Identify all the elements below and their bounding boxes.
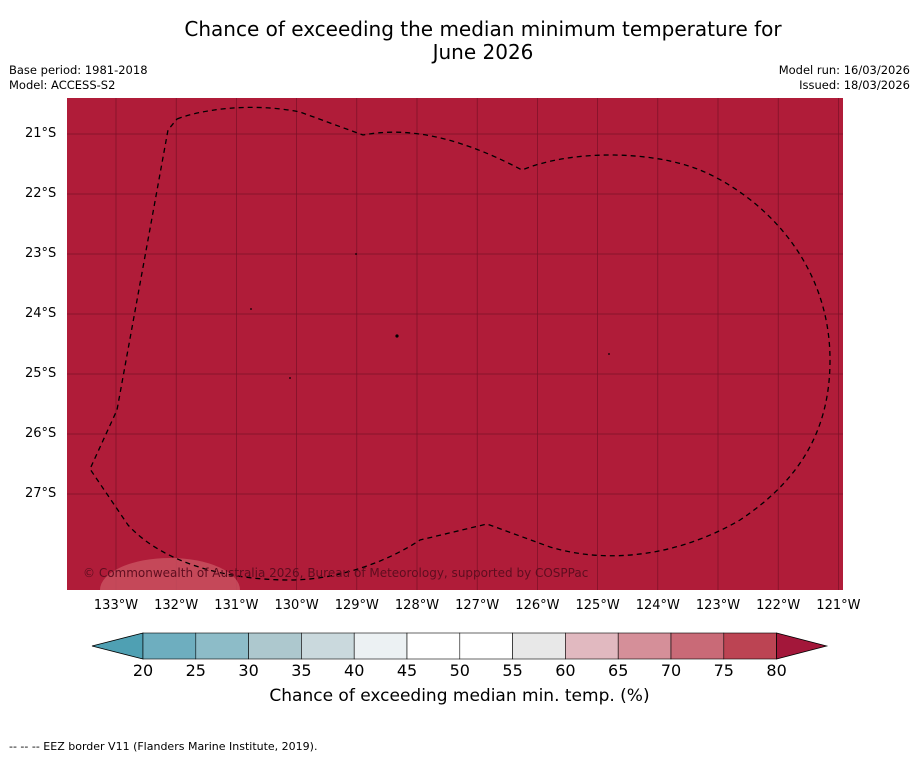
lon-label: 132°W bbox=[154, 598, 199, 613]
eez-footnote: -- -- -- EEZ border V11 (Flanders Marine… bbox=[9, 740, 318, 753]
colorbar-segment bbox=[142, 632, 197, 660]
colorbar-lower-extension bbox=[91, 632, 144, 660]
lon-label: 123°W bbox=[695, 598, 741, 613]
colorbar-tick-label: 35 bbox=[291, 661, 312, 680]
title-line-2: June 2026 bbox=[432, 40, 534, 64]
colorbar-segment bbox=[565, 632, 619, 660]
base-period: Base period: 1981-2018 bbox=[9, 63, 148, 77]
lon-label: 126°W bbox=[515, 598, 560, 613]
colorbar-segment bbox=[406, 632, 461, 660]
colorbar-segment bbox=[723, 632, 777, 660]
lon-label: 130°W bbox=[274, 598, 319, 613]
gridlines bbox=[67, 98, 843, 590]
lon-label: 124°W bbox=[635, 598, 680, 613]
colorbar-segment bbox=[617, 632, 672, 660]
colorbar-tick-label: 60 bbox=[555, 661, 576, 680]
lon-label: 127°W bbox=[455, 598, 500, 613]
colorbar bbox=[91, 632, 829, 660]
lat-label: 24°S bbox=[25, 306, 57, 321]
colorbar-label: Chance of exceeding median min. temp. (%… bbox=[269, 686, 650, 706]
lon-label: 131°W bbox=[214, 598, 259, 613]
lon-label: 121°W bbox=[816, 598, 861, 613]
colorbar-tick-label: 65 bbox=[608, 661, 629, 680]
colorbar-segment bbox=[353, 632, 408, 660]
meta-right: Model run: 16/03/2026 Issued: 18/03/2026 bbox=[779, 63, 910, 93]
page-title: Chance of exceeding the median minimum t… bbox=[0, 18, 919, 64]
colorbar-tick-label: 20 bbox=[132, 661, 154, 680]
lat-label: 26°S bbox=[25, 426, 57, 441]
model-name: Model: ACCESS-S2 bbox=[9, 78, 116, 92]
lat-label: 21°S bbox=[25, 126, 57, 141]
lon-label: 125°W bbox=[575, 598, 620, 613]
lat-label: 25°S bbox=[25, 366, 57, 381]
colorbar-upper-extension bbox=[776, 632, 829, 660]
copyright-text: © Commonwealth of Australia 2026, Bureau… bbox=[83, 566, 588, 580]
colorbar-tick-label: 45 bbox=[396, 661, 418, 680]
meta-left: Base period: 1981-2018 Model: ACCESS-S2 bbox=[9, 63, 148, 93]
colorbar-tick-label: 50 bbox=[449, 661, 470, 680]
colorbar-segment bbox=[301, 632, 355, 660]
colorbar-segment bbox=[195, 632, 249, 660]
map-background bbox=[67, 98, 843, 590]
colorbar-tick-label: 30 bbox=[238, 661, 259, 680]
colorbar-tick-label: 70 bbox=[660, 661, 682, 680]
lon-label: 129°W bbox=[334, 598, 379, 613]
island-markers bbox=[250, 253, 610, 379]
eez-border bbox=[89, 106, 831, 581]
lon-label: 122°W bbox=[756, 598, 801, 613]
lat-label: 22°S bbox=[25, 186, 57, 201]
lon-label: 133°W bbox=[93, 598, 139, 613]
colorbar-tick-label: 75 bbox=[713, 661, 734, 680]
colorbar-tick-label: 40 bbox=[344, 661, 365, 680]
colorbar-tick-label: 55 bbox=[502, 661, 523, 680]
lat-label: 27°S bbox=[25, 486, 57, 501]
model-run: Model run: 16/03/2026 bbox=[778, 63, 910, 77]
colorbar-tick-label: 25 bbox=[185, 661, 206, 680]
lighter-probability-patch bbox=[100, 558, 240, 590]
colorbar-segment bbox=[512, 632, 566, 660]
lat-label: 23°S bbox=[25, 246, 57, 261]
colorbar-segment bbox=[670, 632, 725, 660]
colorbar-tick-label: 80 bbox=[766, 661, 787, 680]
lon-label: 128°W bbox=[394, 598, 440, 613]
title-line-1: Chance of exceeding the median minimum t… bbox=[184, 17, 782, 41]
issued-date: Issued: 18/03/2026 bbox=[799, 78, 910, 92]
colorbar-segment bbox=[459, 632, 513, 660]
colorbar-segment bbox=[248, 632, 302, 660]
